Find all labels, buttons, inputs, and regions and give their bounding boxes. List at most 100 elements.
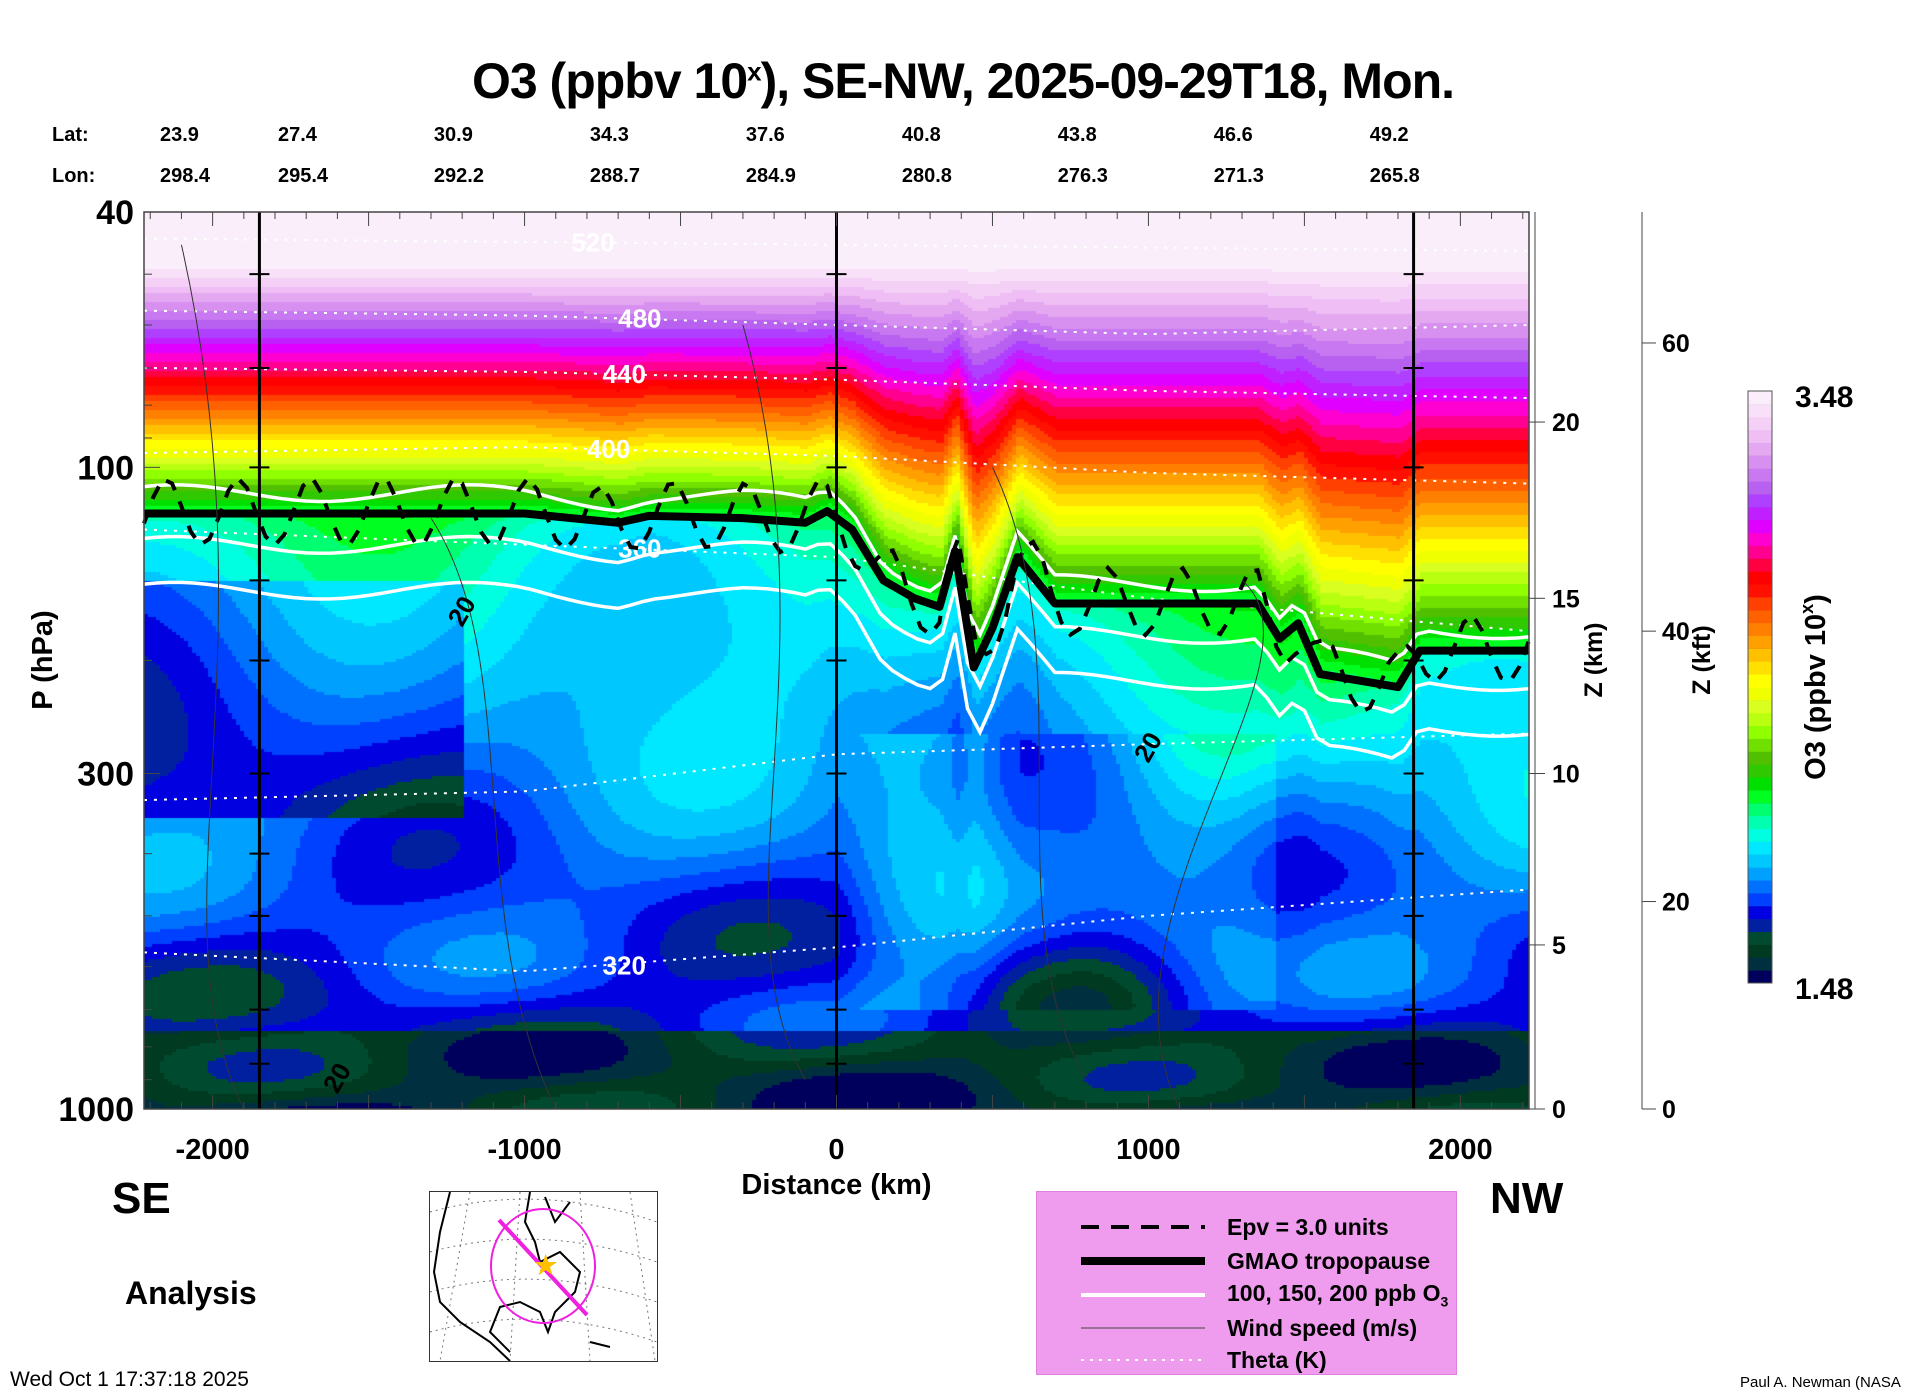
direction-nw: NW bbox=[1490, 1174, 1564, 1223]
zkm-tick-label: 20 bbox=[1552, 409, 1580, 437]
theta-label: 520 bbox=[571, 227, 614, 257]
star-icon: ★ bbox=[534, 1250, 558, 1280]
colorbar-swatch bbox=[1748, 905, 1772, 920]
zkft-tick-label: 0 bbox=[1662, 1096, 1676, 1124]
title-text: O3 (ppbv 10 bbox=[471, 53, 748, 109]
colorbar-label: O3 (ppbv 10x) bbox=[1797, 594, 1832, 780]
lon-value: 280.8 bbox=[901, 165, 952, 187]
zkft-tick-label: 40 bbox=[1662, 618, 1690, 646]
lat-value: 37.6 bbox=[745, 124, 785, 146]
wind-speed-contour bbox=[992, 467, 1087, 1080]
theta-label: 440 bbox=[603, 359, 646, 389]
colorbar-swatch bbox=[1748, 622, 1772, 637]
colorbar-swatch bbox=[1748, 661, 1772, 675]
colorbar-swatch bbox=[1748, 545, 1772, 559]
dashed-line-sample bbox=[1081, 1225, 1205, 1229]
legend-label: Theta (K) bbox=[1227, 1346, 1327, 1373]
theta-line bbox=[143, 732, 1530, 802]
colorbar-swatch bbox=[1748, 944, 1772, 958]
thick-line-sample bbox=[1081, 1257, 1205, 1265]
x-axis-label: Distance (km) bbox=[741, 1169, 931, 1201]
wind-speed-contour bbox=[1157, 579, 1264, 1110]
lat-label: Lat: bbox=[52, 124, 89, 146]
theta-line bbox=[143, 528, 1530, 633]
y-axis-label: P (hPa) bbox=[27, 610, 59, 709]
map-graticule bbox=[429, 1191, 658, 1362]
colorbar-swatch bbox=[1748, 391, 1772, 405]
wind-speed-contour bbox=[430, 517, 557, 1110]
zkm-tick-label: 15 bbox=[1552, 585, 1580, 613]
dotted-line-sample bbox=[1081, 1359, 1205, 1361]
chart-title: O3 (ppbv 10x), SE-NW, 2025-09-29T18, Mon… bbox=[0, 52, 1926, 110]
zkft-tick-label: 20 bbox=[1662, 889, 1690, 917]
zkm-tick-label: 0 bbox=[1552, 1096, 1566, 1124]
tropopause-line bbox=[144, 507, 1529, 692]
colorbar-swatch bbox=[1748, 699, 1772, 714]
legend-label-text: 100, 150, 200 ppb O bbox=[1227, 1280, 1441, 1307]
zkft-axis-label: Z (kft) bbox=[1688, 625, 1716, 694]
thin-line-sample bbox=[1081, 1327, 1205, 1329]
legend-item-epv: Epv = 3.0 units bbox=[1081, 1212, 1451, 1242]
title-text-end: ), SE-NW, 2025-09-29T18, Mon. bbox=[760, 53, 1455, 109]
legend-label: 100, 150, 200 ppb O3 bbox=[1227, 1280, 1448, 1310]
lon-value: 298.4 bbox=[160, 165, 211, 187]
colorbar-swatch bbox=[1748, 506, 1772, 521]
legend-item-wind: Wind speed (m/s) bbox=[1081, 1313, 1451, 1343]
colorbar-swatch bbox=[1748, 712, 1772, 727]
colorbar-swatch bbox=[1748, 532, 1772, 546]
colorbar-swatch bbox=[1748, 725, 1772, 739]
y-tick-label: 300 bbox=[77, 755, 134, 793]
colorbar-swatch bbox=[1748, 493, 1772, 508]
lon-value: 292.2 bbox=[433, 165, 484, 187]
legend-label: Wind speed (m/s) bbox=[1227, 1314, 1418, 1341]
zkm-axis-label: Z (km) bbox=[1580, 623, 1608, 698]
wind-speed-label: 20 bbox=[1128, 727, 1168, 767]
zkft-tick-label: 60 bbox=[1662, 330, 1690, 358]
colorbar-swatch bbox=[1748, 764, 1772, 778]
timestamp: Wed Oct 1 17:37:18 2025 bbox=[10, 1368, 249, 1391]
colorbar-swatch bbox=[1748, 751, 1772, 765]
legend-item-theta: Theta (K) bbox=[1081, 1345, 1451, 1375]
colorbar-swatch bbox=[1748, 596, 1772, 611]
colorbar-swatch bbox=[1748, 571, 1772, 585]
colorbar-swatch bbox=[1748, 416, 1772, 431]
colorbar-swatch bbox=[1748, 687, 1772, 701]
colorbar-swatch bbox=[1748, 777, 1772, 791]
x-tick-label: 1000 bbox=[1116, 1134, 1181, 1166]
colorbar-swatch bbox=[1748, 519, 1772, 534]
colorbar-swatch bbox=[1748, 429, 1772, 443]
theta-label: 480 bbox=[618, 303, 661, 333]
colorbar-swatch bbox=[1748, 403, 1772, 418]
lat-value: 30.9 bbox=[433, 124, 473, 146]
colorbar-swatch bbox=[1748, 481, 1772, 495]
colorbar-swatch bbox=[1748, 789, 1772, 804]
colorbar-swatch bbox=[1748, 841, 1772, 855]
colorbar-swatch bbox=[1748, 609, 1772, 624]
lon-label: Lon: bbox=[52, 165, 96, 187]
lat-value: 49.2 bbox=[1369, 124, 1409, 146]
lat-value: 27.4 bbox=[277, 124, 317, 146]
colorbar-swatch bbox=[1748, 802, 1772, 817]
map-circle bbox=[490, 1208, 596, 1324]
colorbar-swatch bbox=[1748, 455, 1772, 469]
wind-speed-label: 20 bbox=[317, 1058, 357, 1098]
legend: Epv = 3.0 units GMAO tropopause 100, 150… bbox=[1036, 1191, 1457, 1375]
lat-value: 23.9 bbox=[160, 124, 199, 146]
colorbar-swatch bbox=[1748, 442, 1772, 456]
colorbar-swatch bbox=[1748, 892, 1772, 907]
y-tick-label: 1000 bbox=[58, 1091, 134, 1129]
locator-map: ★ bbox=[429, 1191, 658, 1362]
theta-line bbox=[143, 888, 1530, 972]
colorbar-swatch bbox=[1748, 815, 1772, 830]
lon-value: 284.9 bbox=[745, 165, 796, 187]
x-tick-label: -1000 bbox=[487, 1134, 561, 1166]
colorbar-swatch bbox=[1748, 880, 1772, 894]
legend-label: GMAO tropopause bbox=[1227, 1247, 1431, 1274]
lon-value: 295.4 bbox=[277, 165, 329, 187]
zkm-tick-label: 10 bbox=[1552, 760, 1580, 788]
colorbar-max-label: 3.48 bbox=[1795, 381, 1853, 414]
colorbar-min-label: 1.48 bbox=[1795, 973, 1853, 1006]
lat-value: 34.3 bbox=[589, 124, 629, 146]
theta-label: 400 bbox=[587, 434, 630, 464]
